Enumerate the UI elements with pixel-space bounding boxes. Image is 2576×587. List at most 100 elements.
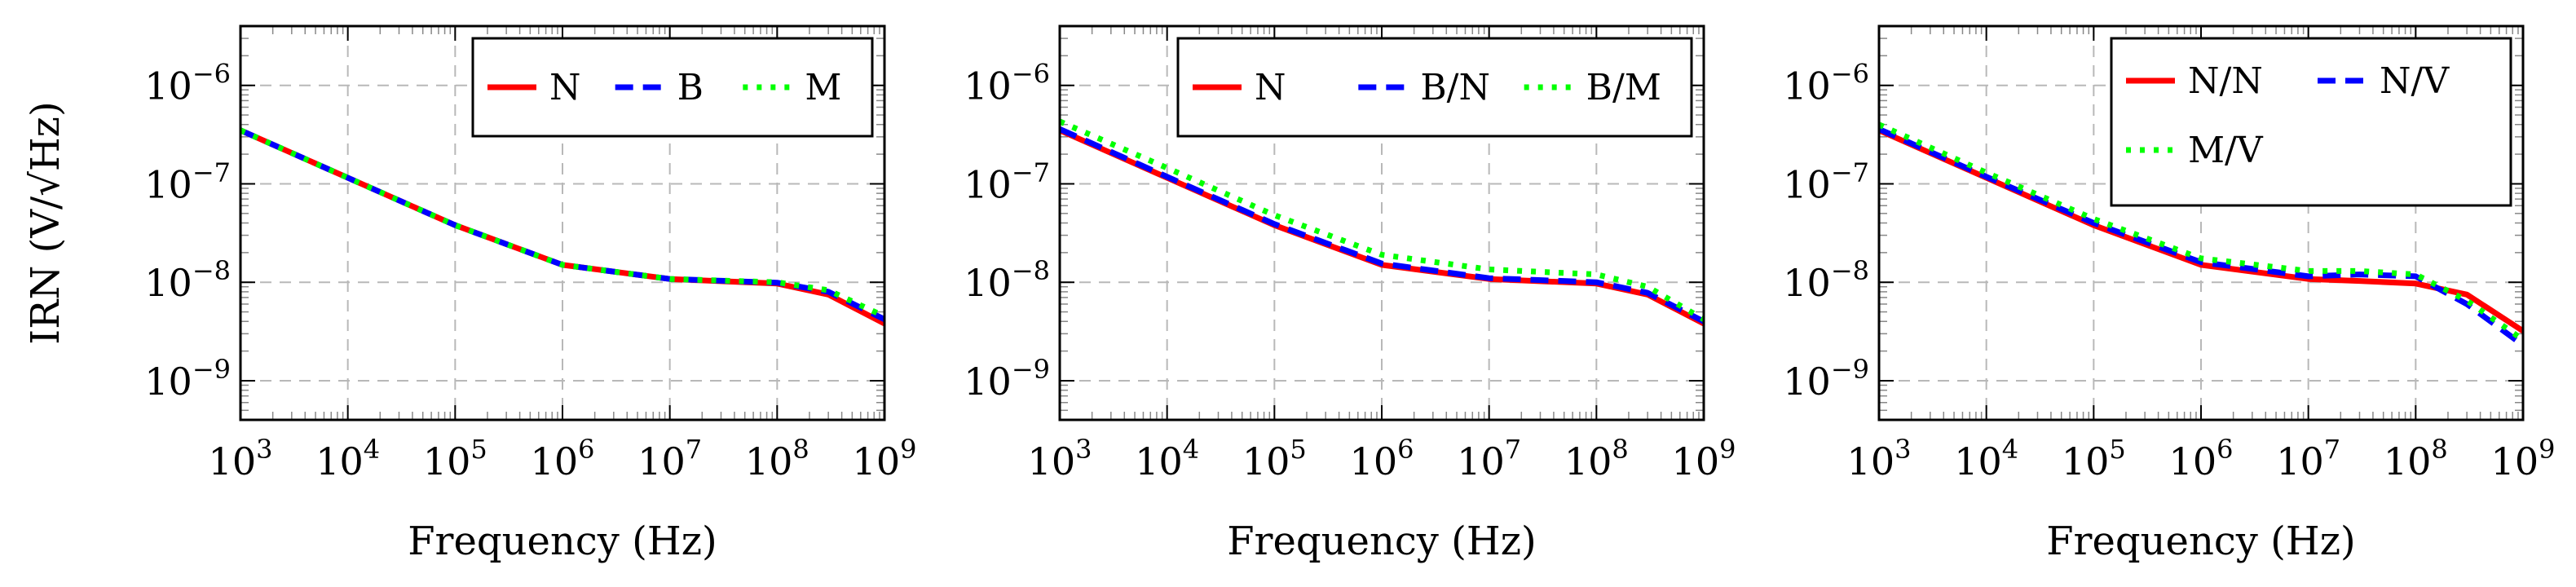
tick-exponent: 5 <box>2109 434 2125 465</box>
tick-base: 10 <box>964 261 1012 305</box>
x-tick-label: 104 <box>1135 434 1199 483</box>
tick-base: 10 <box>1783 360 1831 404</box>
plot-frame <box>1877 24 2525 421</box>
tick-exponent: 5 <box>470 434 487 465</box>
tick-exponent: 6 <box>2217 434 2233 465</box>
tick-base: 10 <box>1242 439 1290 483</box>
plot-frame <box>239 24 886 421</box>
x-tick-label: 103 <box>1847 434 1912 483</box>
x-tick-label: 107 <box>1457 434 1521 483</box>
tick-exponent: 7 <box>2324 434 2340 465</box>
tick-exponent: −6 <box>192 59 231 90</box>
x-tick-label: 108 <box>745 434 809 483</box>
y-tick-label: 10−8 <box>964 255 1050 305</box>
tick-base: 10 <box>745 439 793 483</box>
series-line-m-v <box>1879 121 2523 342</box>
tick-exponent: −7 <box>192 157 231 188</box>
x-tick-label: 105 <box>1242 434 1307 483</box>
tick-base: 10 <box>964 360 1012 404</box>
y-tick-label: 10−7 <box>1783 157 1869 206</box>
tick-base: 10 <box>853 439 901 483</box>
x-tick-label: 104 <box>315 434 380 483</box>
tick-exponent: 8 <box>792 434 809 465</box>
tick-exponent: 3 <box>1075 434 1092 465</box>
legend-box <box>1176 37 1693 138</box>
chart-panel-3: 103 104 105 106 107 108 10910−610−710−810−9Fre… <box>1783 24 2556 564</box>
tick-base: 10 <box>2491 439 2539 483</box>
legend-label: N <box>1255 67 1286 108</box>
tick-exponent: −9 <box>192 354 231 385</box>
legend-label: M <box>805 67 841 108</box>
tick-base: 10 <box>315 439 364 483</box>
y-tick-label: 10−9 <box>144 354 231 404</box>
tick-base: 10 <box>1783 64 1831 108</box>
y-tick-label: 10−8 <box>144 255 231 305</box>
tick-base: 10 <box>144 360 192 404</box>
tick-base: 10 <box>637 439 686 483</box>
tick-base: 10 <box>1954 439 2002 483</box>
tick-exponent: −8 <box>1831 255 1869 286</box>
tick-base: 10 <box>423 439 471 483</box>
tick-base: 10 <box>1350 439 1398 483</box>
tick-exponent: −6 <box>1831 59 1869 90</box>
tick-base: 10 <box>1783 162 1831 206</box>
x-tick-label: 104 <box>1954 434 2018 483</box>
legend-label: B/N <box>1420 67 1490 108</box>
tick-exponent: −7 <box>1831 157 1869 188</box>
x-tick-label: 106 <box>2169 434 2234 483</box>
x-tick-label: 107 <box>637 434 702 483</box>
series-group <box>240 127 884 327</box>
legend-label: B <box>677 67 704 108</box>
x-axis-title: Frequency (Hz) <box>408 519 717 564</box>
tick-base: 10 <box>2276 439 2324 483</box>
tick-exponent: 9 <box>900 434 916 465</box>
tick-exponent: 4 <box>1183 434 1199 465</box>
x-tick-label: 106 <box>531 434 595 483</box>
x-tick-label: 105 <box>423 434 487 483</box>
tick-exponent: −6 <box>1012 59 1050 90</box>
x-tick-label: 109 <box>2491 434 2556 483</box>
tick-base: 10 <box>144 64 192 108</box>
tick-exponent: 7 <box>686 434 702 465</box>
series-line-b-m <box>1060 118 1704 322</box>
minor-ticks <box>1879 26 2523 420</box>
y-tick-label: 10−8 <box>1783 255 1869 305</box>
tick-base: 10 <box>144 261 192 305</box>
x-axis-title: Frequency (Hz) <box>1227 519 1536 564</box>
tick-exponent: −8 <box>192 255 231 286</box>
series-group <box>1879 121 2523 348</box>
tick-base: 10 <box>1564 439 1612 483</box>
tick-exponent: 9 <box>2539 434 2555 465</box>
x-tick-label: 103 <box>209 434 273 483</box>
chart-panel-2: 103 104 105 106 107 108 10910−610−710−810−9Fre… <box>964 24 1736 564</box>
tick-base: 10 <box>531 439 579 483</box>
legend-label: N/V <box>2380 60 2450 102</box>
legend-label: B/M <box>1586 67 1661 108</box>
tick-exponent: −7 <box>1012 157 1050 188</box>
x-tick-label: 109 <box>1672 434 1736 483</box>
tick-exponent: −9 <box>1012 354 1050 385</box>
tick-base: 10 <box>2062 439 2110 483</box>
y-tick-label: 10−6 <box>1783 59 1869 108</box>
series-group <box>1060 118 1704 327</box>
chart-panel-1: 103 104 105 106 107 108 10910−610−710−810−9Fre… <box>23 24 917 564</box>
legend: N B/N B/M <box>1176 37 1693 138</box>
minor-ticks <box>1060 26 1704 420</box>
y-tick-label: 10−7 <box>964 157 1050 206</box>
tick-exponent: −9 <box>1831 354 1869 385</box>
tick-exponent: 3 <box>1895 434 1911 465</box>
tick-base: 10 <box>1457 439 1505 483</box>
legend-label: M/V <box>2188 130 2264 171</box>
tick-exponent: 5 <box>1290 434 1306 465</box>
tick-base: 10 <box>2169 439 2217 483</box>
tick-exponent: 4 <box>2002 434 2018 465</box>
tick-exponent: 8 <box>2431 434 2447 465</box>
tick-base: 10 <box>1847 439 1895 483</box>
legend-box <box>471 37 874 138</box>
tick-base: 10 <box>2384 439 2432 483</box>
y-tick-label: 10−6 <box>144 59 231 108</box>
x-tick-label: 107 <box>2276 434 2340 483</box>
x-tick-label: 109 <box>853 434 917 483</box>
